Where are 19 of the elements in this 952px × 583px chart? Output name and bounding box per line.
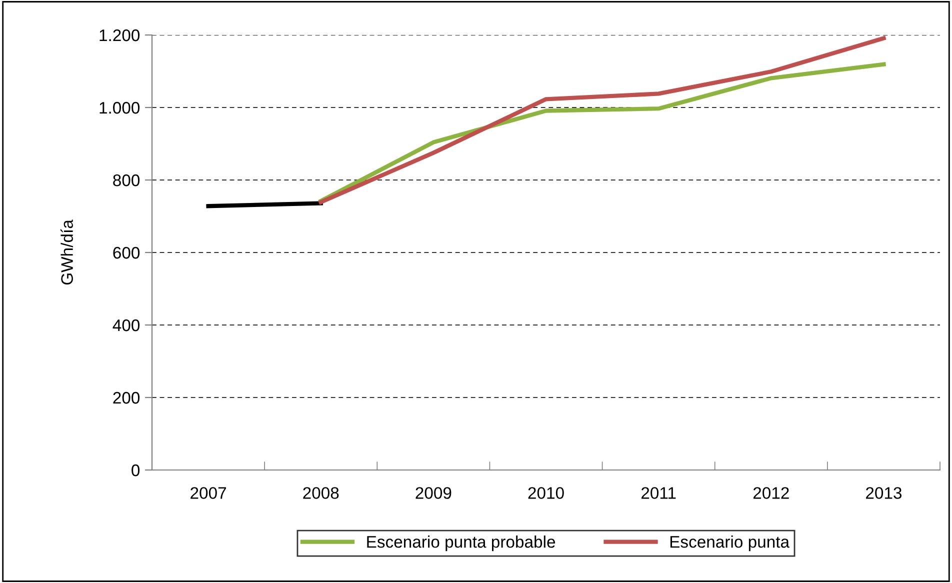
y-tick-label: 400 [112,319,140,332]
y-tick-label: 0 [132,464,140,476]
line-series [318,36,886,204]
x-tick-label: 2010 [528,487,564,499]
legend-label: Escenario punta [670,536,790,552]
y-tick-label: 200 [113,392,140,404]
x-tick-label: 2009 [416,487,452,499]
x-tick-label: 2013 [866,487,902,499]
y-axis-title: GWh/día [60,220,73,285]
y-tick-label: 1.000 [100,102,140,114]
line-series [318,62,886,204]
y-tick-label: 800 [113,174,140,186]
y-tick-label: 600 [113,246,140,259]
legend-label: Escenario punta probable [367,536,556,552]
y-tick-label: 1.200 [100,29,140,42]
x-tick-label: 2008 [303,487,339,499]
x-tick-label: 2012 [753,487,789,499]
x-tick-label: 2007 [190,487,226,499]
x-tick-label: 2011 [641,487,676,499]
